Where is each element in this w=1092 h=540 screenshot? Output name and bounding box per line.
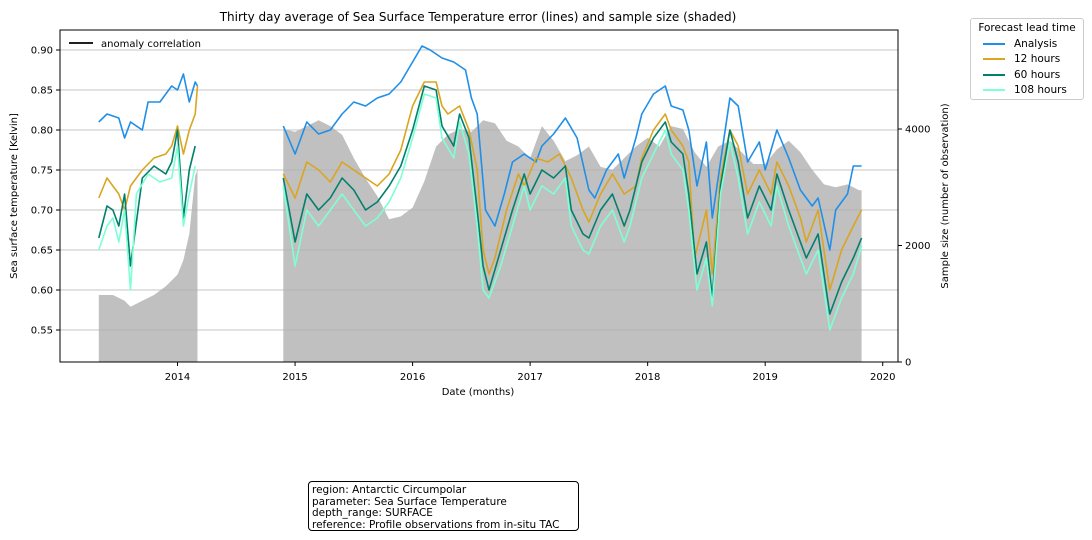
series-line-12-hours-0: [98, 85, 199, 211]
x-tick-label-2020: 2020: [870, 372, 895, 383]
series-line-12-hours-1: [282, 81, 863, 291]
series-line-108-hours-1: [282, 93, 863, 331]
plot-frame: [59, 29, 899, 363]
series-line-60-hours-1: [282, 85, 863, 315]
legend-swatch-analysis: [983, 42, 1005, 45]
chart-title: Thirty day average of Sea Surface Temper…: [219, 10, 737, 24]
y-tick-label-0-7: 0.70: [31, 206, 53, 217]
x-tick-label-2016: 2016: [400, 372, 425, 383]
legend-item-108-hours: 108 hours: [971, 83, 1083, 99]
y2-tick-label-2000: 2000: [905, 241, 930, 252]
legend-label-108-hours: 108 hours: [1014, 84, 1067, 97]
legend-label-60-hours: 60 hours: [1014, 68, 1061, 81]
y-tick-label-0-75: 0.75: [31, 166, 53, 177]
series-line-analysis-1: [282, 45, 862, 251]
series-line-108-hours-0: [98, 145, 196, 291]
legend-swatch-108-hours: [983, 89, 1005, 92]
sample-size-area-0: [98, 169, 198, 362]
series-line-analysis-0: [98, 73, 199, 139]
y-tick-label-0-8: 0.80: [31, 126, 53, 137]
y2-tick-label-0: 0: [905, 358, 911, 369]
y2-tick-label-4000: 4000: [905, 125, 930, 136]
anomaly-correlation-label: anomaly correlation: [101, 39, 201, 50]
info-region: region: Antarctic Circumpolar: [312, 484, 467, 496]
x-tick-label-2015: 2015: [282, 372, 307, 383]
forecast-legend: Forecast lead time Analysis 12 hours 60 …: [970, 18, 1084, 100]
info-parameter: parameter: Sea Surface Temperature: [312, 495, 507, 508]
y-tick-label-0-9: 0.90: [31, 46, 53, 57]
x-tick-label-2018: 2018: [635, 372, 660, 383]
metadata-box: region: Antarctic Circumpolar parameter:…: [308, 481, 579, 531]
legend-item-analysis: Analysis: [971, 36, 1083, 52]
x-axis-label: Date (months): [442, 387, 515, 398]
y-axis-label: Sea surface temperature [Kelvin]: [9, 113, 20, 279]
y-tick-label-0-65: 0.65: [31, 246, 53, 257]
legend-swatch-12-hours: [983, 58, 1005, 61]
anomaly-correlation-legend: anomaly correlation: [69, 39, 201, 50]
legend-swatch-60-hours: [983, 73, 1005, 76]
legend-title: Forecast lead time: [978, 22, 1076, 34]
y-tick-label-0-55: 0.55: [31, 326, 53, 337]
x-tick-label-2014: 2014: [165, 372, 190, 383]
info-reference: reference: Profile observations from in-…: [312, 518, 560, 531]
y-tick-label-0-85: 0.85: [31, 86, 53, 97]
info-depth-range: depth_range: SURFACE: [312, 507, 433, 519]
sample-size-area-1: [283, 120, 862, 362]
x-tick-label-2017: 2017: [517, 372, 542, 383]
y2-axis-label: Sample size (number of observation): [940, 103, 951, 288]
y-tick-label-0-6: 0.60: [31, 286, 53, 297]
legend-item-60-hours: 60 hours: [971, 67, 1083, 83]
x-tick-label-2019: 2019: [752, 372, 777, 383]
legend-label-12-hours: 12 hours: [1014, 53, 1061, 66]
legend-item-12-hours: 12 hours: [971, 52, 1083, 68]
legend-label-analysis: Analysis: [1014, 37, 1058, 50]
